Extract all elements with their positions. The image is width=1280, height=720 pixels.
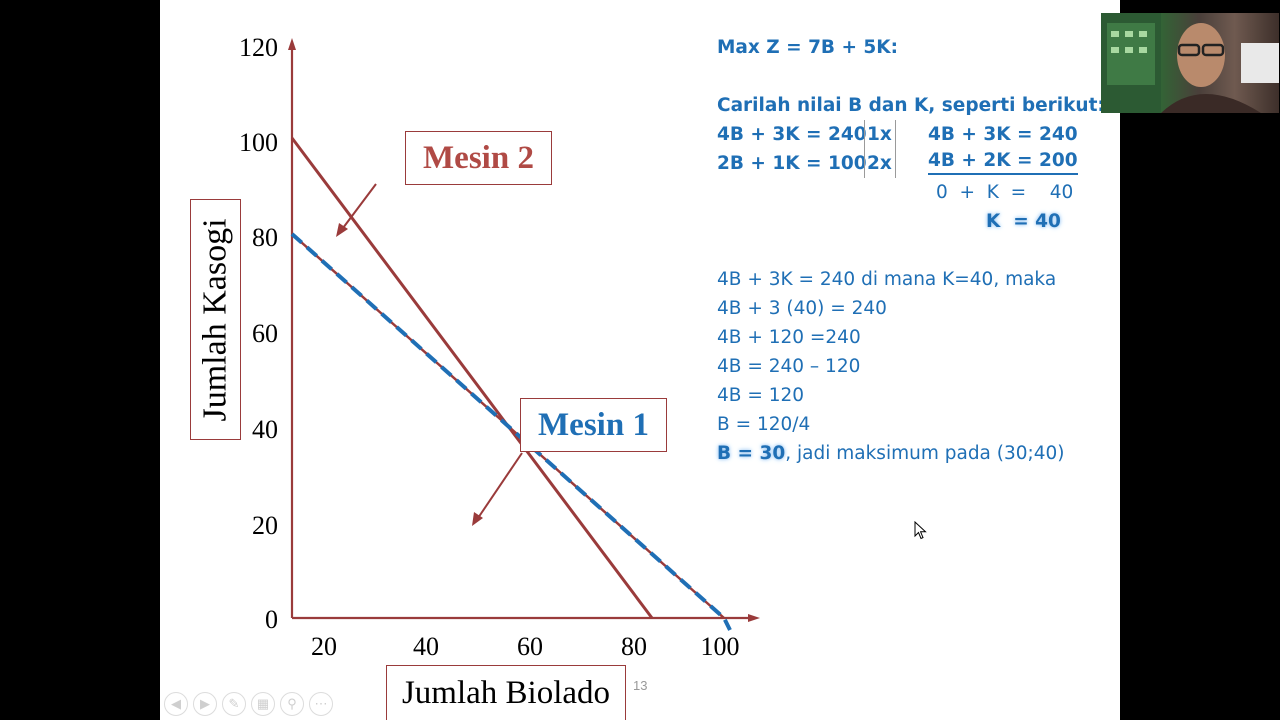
y-axis-title-text: Jumlah Kasogi xyxy=(196,217,234,422)
y-tick-label: 120 xyxy=(239,33,278,62)
mesin1-pointer-head xyxy=(472,512,483,526)
divider xyxy=(864,149,865,178)
eq2-left: 2B + 1K = 100 xyxy=(717,153,867,174)
more-icon[interactable]: ⋯ xyxy=(309,692,333,716)
subtraction-row: 0 + K = 40 xyxy=(717,178,1112,207)
x-tick-label: 100 xyxy=(701,632,740,661)
step-2: 4B + 3 (40) = 240 xyxy=(717,298,887,319)
step-5: 4B = 120 xyxy=(717,385,805,406)
mesin2-pointer-head xyxy=(336,223,348,237)
b-result: B = 30 xyxy=(717,443,786,464)
equation-row-1: 4B + 3K = 240 1x 4B + 3K = 240 xyxy=(717,120,1112,149)
presentation-slide: 0 20 40 60 80 100 120 20 40 60 80 100 Mesin 2 Mesin… xyxy=(160,0,1120,720)
mesin1-pointer xyxy=(475,452,523,522)
eq2-right: 4B + 2K = 200 xyxy=(928,149,1078,175)
equation-row-2: 2B + 1K = 100 2x 4B + 2K = 200 xyxy=(717,149,1112,178)
axes xyxy=(288,38,760,622)
presenter-video-icon xyxy=(1101,13,1279,113)
tick-labels: 0 20 40 60 80 100 120 20 40 60 80 100 xyxy=(239,33,740,661)
x-tick-label: 40 xyxy=(413,632,439,661)
conclusion: , jadi maksimum pada (30;40) xyxy=(785,443,1065,464)
subtraction-result: 0 + K = 40 xyxy=(936,182,1074,203)
objective-function: Max Z = 7B + 5K: xyxy=(717,37,899,58)
x-tick-label: 80 xyxy=(621,632,647,661)
x-tick-label: 60 xyxy=(517,632,543,661)
mesin2-pointer xyxy=(339,183,377,233)
eq1-right: 4B + 3K = 240 xyxy=(928,124,1078,145)
pen-icon[interactable]: ✎ xyxy=(222,692,246,716)
solution-text: Max Z = 7B + 5K: Carilah nilai B dan K, … xyxy=(717,33,1112,468)
x-tick-label: 20 xyxy=(311,632,337,661)
series-line-mesin-2 xyxy=(290,137,654,619)
webcam-video xyxy=(1101,13,1279,113)
series xyxy=(290,137,732,631)
k-result: K = 40 xyxy=(986,211,1061,232)
y-axis-title: Jumlah Kasogi xyxy=(190,199,241,440)
y-tick-label: 20 xyxy=(252,511,278,540)
slideshow-toolbar: ◀ ▶ ✎ ▦ ⚲ ⋯ xyxy=(164,692,333,716)
divider xyxy=(864,120,865,149)
y-axis-arrow xyxy=(288,38,296,50)
y-tick-label: 60 xyxy=(252,319,278,348)
step-6: B = 120/4 xyxy=(717,414,811,435)
solution-intro: Carilah nilai B dan K, seperti berikut: xyxy=(717,95,1105,116)
label-arrows xyxy=(336,183,523,526)
divider xyxy=(895,149,896,178)
x-axis-title: Jumlah Biolado xyxy=(386,665,626,720)
k-result-row: K = 40 xyxy=(717,207,1112,236)
eq2-multiplier: 2x xyxy=(867,153,892,174)
step-1: 4B + 3K = 240 di mana K=40, maka xyxy=(717,269,1057,290)
mesin1-label: Mesin 1 xyxy=(520,398,667,452)
zoom-icon[interactable]: ⚲ xyxy=(280,692,304,716)
step-3: 4B + 120 =240 xyxy=(717,327,861,348)
previous-icon[interactable]: ◀ xyxy=(164,692,188,716)
next-icon[interactable]: ▶ xyxy=(193,692,217,716)
mouse-cursor-icon xyxy=(914,521,927,540)
eq1-left: 4B + 3K = 240 xyxy=(717,124,867,145)
step-4: 4B = 240 – 120 xyxy=(717,356,861,377)
mesin2-label: Mesin 2 xyxy=(405,131,552,185)
chart: 0 20 40 60 80 100 120 20 40 60 80 100 xyxy=(239,33,760,661)
conclusion-row: B = 30, jadi maksimum pada (30;40) xyxy=(717,439,1112,468)
slides-icon[interactable]: ▦ xyxy=(251,692,275,716)
y-tick-label: 80 xyxy=(252,223,278,252)
y-tick-label: 40 xyxy=(252,415,278,444)
slide-number: 13 xyxy=(633,678,648,693)
eq1-multiplier: 1x xyxy=(867,124,892,145)
x-axis-arrow xyxy=(748,614,760,622)
divider xyxy=(895,120,896,149)
series-line-mesin-1 xyxy=(290,232,732,631)
y-tick-label: 0 xyxy=(265,605,278,634)
y-tick-label: 100 xyxy=(239,128,278,157)
